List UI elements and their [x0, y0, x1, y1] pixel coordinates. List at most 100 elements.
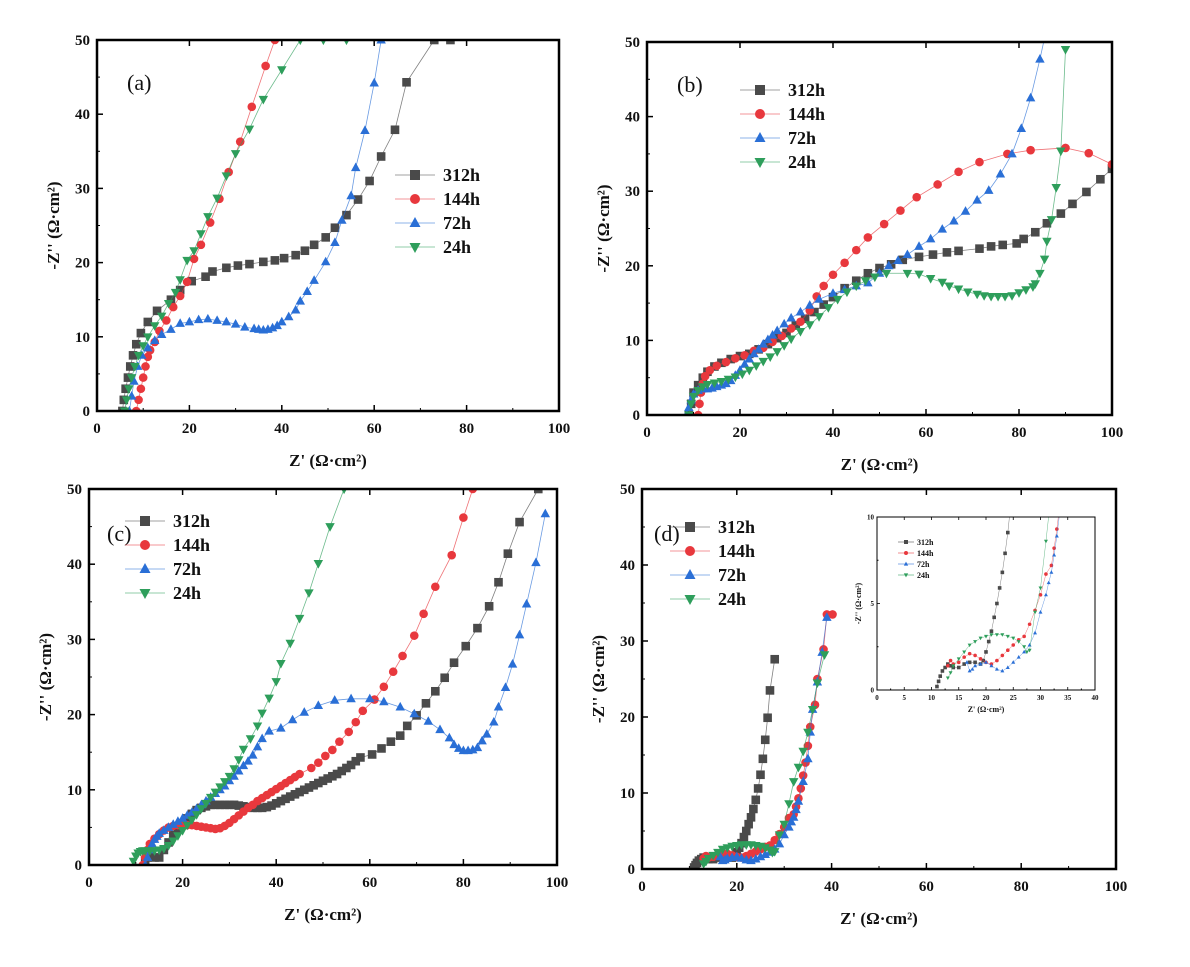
- data-point-72h: [346, 693, 356, 703]
- data-point-312h: [229, 800, 239, 810]
- y-tick-label: 5: [871, 600, 875, 608]
- data-point-24h: [320, 40, 327, 46]
- data-point-144h: [770, 835, 780, 845]
- legend-label-24h: 24h: [788, 152, 816, 172]
- data-point-144h: [973, 653, 977, 658]
- data-point-144h: [1058, 505, 1062, 509]
- data-point-24h: [774, 831, 785, 840]
- data-point-72h: [902, 249, 913, 259]
- data-point-24h: [948, 671, 953, 675]
- data-point-72h: [925, 233, 936, 243]
- data-point-144h: [995, 658, 999, 663]
- data-point-144h: [141, 362, 150, 371]
- series-line-24h: [124, 40, 347, 411]
- data-point-24h: [686, 400, 696, 409]
- data-point-24h: [1027, 648, 1032, 653]
- data-point-312h: [954, 246, 963, 256]
- x-tick-label: 60: [919, 425, 934, 441]
- data-point-24h: [779, 342, 789, 351]
- data-point-312h: [515, 517, 524, 527]
- data-point-312h: [367, 750, 377, 759]
- data-point-72h: [767, 330, 778, 339]
- data-point-24h: [264, 694, 274, 704]
- data-point-72h: [369, 77, 379, 87]
- x-tick-label: 5: [903, 694, 907, 702]
- data-point-72h: [753, 344, 764, 353]
- data-point-72h: [1022, 649, 1027, 654]
- y-tick-label: 20: [625, 259, 640, 275]
- data-point-144h: [954, 167, 963, 177]
- y-tick-label: 10: [867, 514, 875, 522]
- data-point-144h: [1063, 446, 1067, 450]
- data-point-24h: [902, 269, 913, 279]
- data-point-72h: [173, 816, 183, 825]
- data-point-312h: [323, 774, 332, 783]
- data-point-24h: [779, 820, 789, 830]
- data-point-24h: [230, 150, 241, 159]
- data-point-24h: [972, 290, 982, 300]
- data-point-312h: [201, 272, 210, 281]
- y-tick-label: 0: [83, 404, 91, 420]
- data-point-312h: [143, 317, 153, 327]
- data-point-144h: [978, 657, 983, 661]
- data-point-144h: [731, 354, 740, 363]
- legend-label-24h: 24h: [173, 583, 201, 603]
- data-point-24h: [1085, 201, 1089, 205]
- data-point-72h: [984, 660, 988, 664]
- y-axis-title: -Z'' (Ω·cm²): [44, 181, 63, 269]
- data-point-312h: [145, 851, 155, 861]
- data-point-144h: [1074, 315, 1078, 319]
- legend-marker-24h: [754, 158, 766, 168]
- data-point-312h: [693, 380, 703, 390]
- data-point-24h: [341, 489, 347, 495]
- data-point-72h: [435, 724, 445, 734]
- y-tick-label: 40: [625, 110, 640, 126]
- data-point-72h: [749, 348, 759, 358]
- data-point-312h: [215, 800, 225, 810]
- data-point-312h: [150, 853, 159, 862]
- data-point-24h: [173, 832, 183, 841]
- data-point-24h: [133, 351, 144, 361]
- data-point-312h: [271, 799, 281, 808]
- x-tick-label: 40: [824, 879, 839, 895]
- data-point-312h: [342, 210, 351, 220]
- data-point-72h: [1077, 262, 1081, 266]
- data-point-24h: [182, 821, 193, 831]
- data-point-144h: [1022, 634, 1026, 639]
- data-point-72h: [995, 168, 1006, 178]
- legend-label-312h: 312h: [917, 538, 934, 547]
- data-point-24h: [812, 679, 823, 688]
- plot-frame: [95, 38, 561, 413]
- data-point-24h: [962, 650, 967, 655]
- data-point-312h: [735, 351, 745, 361]
- data-point-144h: [134, 395, 143, 405]
- y-tick-label: 50: [620, 482, 635, 498]
- data-point-72h: [147, 838, 157, 848]
- data-point-144h: [168, 302, 178, 312]
- data-point-24h: [219, 778, 230, 787]
- data-point-72h: [803, 753, 813, 763]
- data-point-144h: [314, 758, 323, 768]
- data-point-144h: [136, 384, 146, 394]
- y-tick-label: 30: [625, 184, 640, 200]
- data-point-144h: [1077, 256, 1081, 260]
- data-point-312h: [206, 800, 215, 810]
- data-point-24h: [945, 676, 950, 681]
- legend-marker-312h: [685, 522, 695, 532]
- data-point-24h: [189, 247, 199, 256]
- data-point-72h: [489, 716, 499, 726]
- x-axis-title: Z' (Ω·cm²): [840, 909, 918, 928]
- data-point-24h: [175, 276, 185, 285]
- data-point-24h: [126, 374, 137, 383]
- data-point-72h: [914, 241, 924, 250]
- data-point-24h: [294, 614, 305, 624]
- data-point-312h: [494, 577, 503, 587]
- data-point-72h: [937, 224, 948, 233]
- data-point-312h: [449, 658, 459, 668]
- data-point-312h: [914, 252, 924, 262]
- data-point-72h: [329, 695, 340, 704]
- series-line-144h: [135, 40, 276, 411]
- data-point-312h: [997, 586, 1002, 590]
- data-point-72h: [1068, 376, 1072, 380]
- data-point-72h: [1071, 325, 1075, 329]
